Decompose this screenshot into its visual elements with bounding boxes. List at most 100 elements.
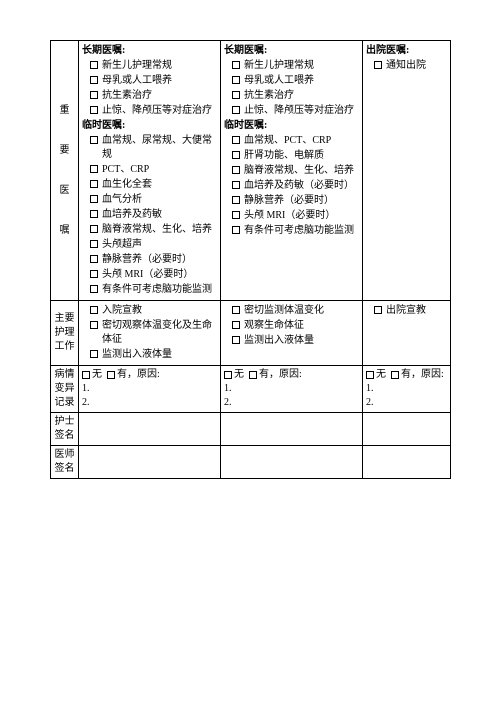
variance-col3: 无 有，原因: 1. 2. <box>363 366 451 413</box>
checklist-text: 有条件可考虑脑功能监测 <box>244 224 354 238</box>
checkbox[interactable] <box>232 61 240 69</box>
nursing-label: 主要护理工作 <box>51 301 79 366</box>
nursing-col3: 出院宣教 <box>363 301 451 366</box>
checkbox-none[interactable] <box>82 371 90 379</box>
checkbox[interactable] <box>232 226 240 234</box>
checklist-item: 出院宣教 <box>366 304 447 318</box>
checklist-text: 出院宣教 <box>386 304 426 318</box>
checkbox[interactable] <box>90 165 98 173</box>
checkbox[interactable] <box>232 181 240 189</box>
checkbox[interactable] <box>232 211 240 219</box>
doctor-sig-label: 医师签名 <box>51 446 79 479</box>
checklist-text: 密切监测体温变化 <box>244 304 324 318</box>
checklist-item: 血常规、PCT、CRP <box>224 134 359 148</box>
checkbox[interactable] <box>90 350 98 358</box>
checkbox[interactable] <box>232 306 240 314</box>
checklist-text: 抗生素治疗 <box>244 89 294 103</box>
variance-col2: 无 有，原因: 1. 2. <box>221 366 363 413</box>
checklist-text: 血培养及药敏（必要时） <box>244 179 354 193</box>
checkbox[interactable] <box>232 106 240 114</box>
checkbox[interactable] <box>232 136 240 144</box>
checklist-item: 入院宣教 <box>82 304 217 318</box>
checklist-item: 监测出入液体量 <box>224 334 359 348</box>
checkbox[interactable] <box>90 136 98 144</box>
checkbox-yes[interactable] <box>249 371 257 379</box>
checklist-item: 密切观察体温变化及生命体征 <box>82 319 217 347</box>
checklist-item: 观察生命体征 <box>224 319 359 333</box>
doctor-sig-col1[interactable] <box>79 446 221 479</box>
checkbox[interactable] <box>232 91 240 99</box>
checkbox[interactable] <box>90 306 98 314</box>
checklist-item: 新生儿护理常规 <box>224 59 359 73</box>
checklist-item: 抗生素治疗 <box>224 89 359 103</box>
checkbox[interactable] <box>232 196 240 204</box>
checklist-text: 静脉营养（必要时） <box>244 194 334 208</box>
doctor-sig-col2[interactable] <box>221 446 363 479</box>
nursing-row: 主要护理工作 入院宣教密切观察体温变化及生命体征监测出入液体量 密切监测体温变化… <box>51 301 451 366</box>
checklist-text: 新生儿护理常规 <box>102 59 172 73</box>
checklist-text: 脑脊液常规、生化、培养 <box>244 164 354 178</box>
checkbox[interactable] <box>374 61 382 69</box>
nurse-sig-col3[interactable] <box>363 413 451 446</box>
orders-row: 重要医嘱 长期医嘱: 新生儿护理常规母乳或人工喂养抗生素治疗止惊、降颅压等对症治… <box>51 41 451 301</box>
temp-title: 临时医嘱: <box>82 119 217 133</box>
checkbox[interactable] <box>90 285 98 293</box>
checkbox[interactable] <box>232 336 240 344</box>
checklist-item: 母乳或人工喂养 <box>82 74 217 88</box>
nurse-sig-col2[interactable] <box>221 413 363 446</box>
checklist-item: 血气分析 <box>82 193 217 207</box>
checkbox-none[interactable] <box>366 371 374 379</box>
checklist-item: 通知出院 <box>366 59 447 73</box>
checklist-item: 新生儿护理常规 <box>82 59 217 73</box>
nurse-sig-label: 护士签名 <box>51 413 79 446</box>
checklist-text: 观察生命体征 <box>244 319 304 333</box>
nurse-sig-row: 护士签名 <box>51 413 451 446</box>
checkbox[interactable] <box>232 166 240 174</box>
checkbox[interactable] <box>90 76 98 84</box>
checkbox[interactable] <box>90 210 98 218</box>
checklist-item: 头颅 MRI（必要时） <box>82 268 217 282</box>
checkbox[interactable] <box>90 255 98 263</box>
checklist-item: 血常规、尿常规、大便常规 <box>82 134 217 162</box>
checklist-text: 头颅 MRI（必要时） <box>244 209 335 223</box>
checklist-item: 静脉营养（必要时） <box>82 253 217 267</box>
checkbox[interactable] <box>232 321 240 329</box>
checklist-text: 血常规、尿常规、大便常规 <box>102 134 217 162</box>
doctor-sig-row: 医师签名 <box>51 446 451 479</box>
checklist-text: 肝肾功能、电解质 <box>244 149 324 163</box>
nurse-sig-col1[interactable] <box>79 413 221 446</box>
checklist-text: 血常规、PCT、CRP <box>244 134 331 148</box>
checklist-item: 静脉营养（必要时） <box>224 194 359 208</box>
checkbox-yes[interactable] <box>391 371 399 379</box>
checklist-item: 密切监测体温变化 <box>224 304 359 318</box>
checkbox-none[interactable] <box>224 371 232 379</box>
checkbox[interactable] <box>90 225 98 233</box>
checkbox[interactable] <box>90 61 98 69</box>
variance-col1: 无 有，原因: 1. 2. <box>79 366 221 413</box>
checkbox[interactable] <box>374 306 382 314</box>
checkbox[interactable] <box>90 240 98 248</box>
checklist-text: 新生儿护理常规 <box>244 59 314 73</box>
checkbox[interactable] <box>90 91 98 99</box>
checklist-text: 监测出入液体量 <box>244 334 314 348</box>
checklist-text: 血培养及药敏 <box>102 208 162 222</box>
checklist-text: 血气分析 <box>102 193 142 207</box>
checklist-item: 头颅 MRI（必要时） <box>224 209 359 223</box>
checkbox[interactable] <box>232 151 240 159</box>
checklist-text: 头颅超声 <box>102 238 142 252</box>
checkbox[interactable] <box>90 270 98 278</box>
checklist-text: 止惊、降颅压等对症治疗 <box>102 104 212 118</box>
checkbox[interactable] <box>232 76 240 84</box>
checkbox[interactable] <box>90 321 98 329</box>
checklist-text: 入院宣教 <box>102 304 142 318</box>
orders-col3: 出院医嘱: 通知出院 <box>363 41 451 301</box>
doctor-sig-col3[interactable] <box>363 446 451 479</box>
checkbox[interactable] <box>90 180 98 188</box>
checklist-text: 止惊、降颅压等对症治疗 <box>244 104 354 118</box>
checkbox[interactable] <box>90 195 98 203</box>
checklist-item: 肝肾功能、电解质 <box>224 149 359 163</box>
checkbox-yes[interactable] <box>107 371 115 379</box>
checkbox[interactable] <box>90 106 98 114</box>
longterm-title: 长期医嘱: <box>224 44 359 58</box>
checklist-item: 止惊、降颅压等对症治疗 <box>224 104 359 118</box>
